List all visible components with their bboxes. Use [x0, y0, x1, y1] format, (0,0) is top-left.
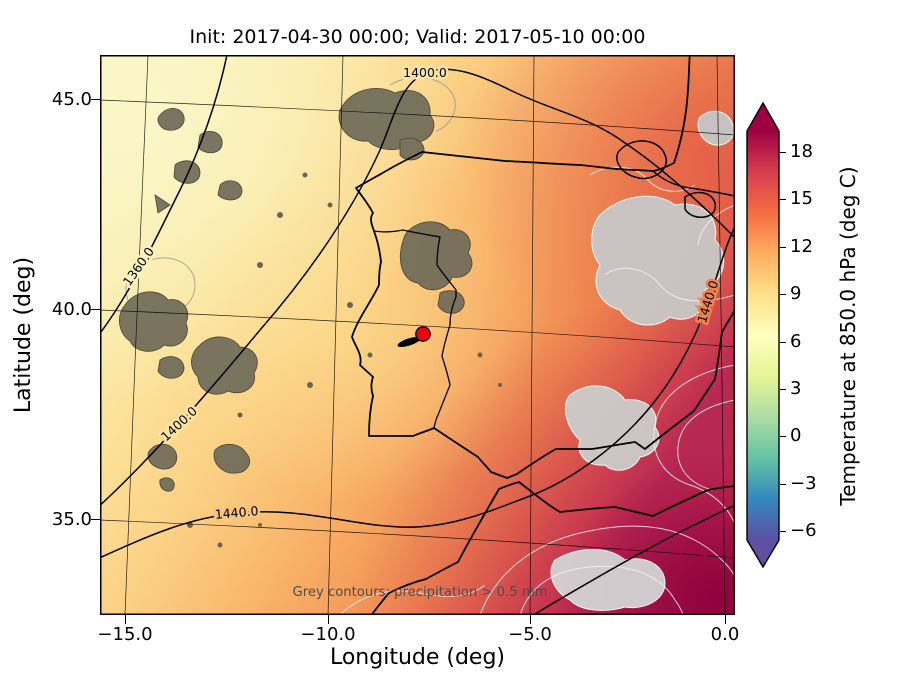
contour-label: 1400.0	[403, 65, 447, 80]
y-tick-label: 40.0	[51, 299, 92, 320]
x-axis-label: Longitude (deg)	[329, 645, 506, 670]
colorbar-tick-mark	[780, 484, 786, 486]
colorbar-tick-label: 15	[790, 188, 813, 209]
map-canvas: 1400.0 1360.0 1400.0 1440.0 1440.0 Grey …	[94, 49, 746, 621]
colorbar-tick-mark	[780, 152, 786, 154]
colorbar-tick-mark	[780, 294, 786, 296]
geopotential-contours	[94, 49, 746, 621]
x-tick-label: −5.0	[508, 624, 552, 645]
colorbar-tick-label: 12	[790, 236, 813, 257]
y-tick-label: 35.0	[51, 509, 92, 530]
colorbar-tick-mark	[780, 436, 786, 438]
colorbar-tick-mark	[780, 199, 786, 201]
colorbar-label: Temperature at 850.0 hPa (deg C)	[836, 166, 860, 506]
precipitation-shading-dark	[119, 88, 502, 548]
colorbar-tick-mark	[780, 531, 786, 533]
colorbar-tick-label: −6	[790, 520, 817, 541]
x-tick-mark	[725, 615, 727, 624]
x-tick-label: −15.0	[97, 624, 153, 645]
coastlines	[351, 49, 736, 621]
map-plot-area: 1400.0 1360.0 1400.0 1440.0 1440.0 Grey …	[94, 49, 746, 621]
y-tick-mark	[91, 519, 100, 521]
colorbar-canvas	[746, 102, 780, 569]
x-tick-label: 0.0	[710, 624, 740, 645]
x-tick-mark	[328, 615, 330, 624]
x-tick-label: −10.0	[300, 624, 356, 645]
x-tick-mark	[125, 615, 127, 624]
precipitation-contours	[125, 76, 736, 616]
plot-title: Init: 2017-04-30 00:00; Valid: 2017-05-1…	[189, 26, 646, 48]
colorbar	[746, 102, 780, 569]
plot-frame	[100, 55, 735, 615]
colorbar-tick-label: 0	[790, 425, 802, 446]
location-marker-group	[397, 326, 431, 347]
colorbar-tick-label: −3	[790, 473, 817, 494]
y-axis-label: Latitude (deg)	[11, 256, 36, 414]
x-tick-mark	[530, 615, 532, 624]
marker-streak	[397, 337, 421, 347]
colorbar-tick-label: 18	[790, 141, 813, 162]
precip-annotation: Grey contours: precipitation > 0.5 mm	[292, 585, 547, 600]
y-tick-label: 45.0	[51, 89, 92, 110]
colorbar-tick-mark	[780, 247, 786, 249]
location-marker	[415, 326, 431, 342]
y-tick-mark	[91, 309, 100, 311]
colorbar-tick-label: 9	[790, 283, 802, 304]
y-tick-mark	[91, 99, 100, 101]
colorbar-tick-mark	[780, 342, 786, 344]
colorbar-tick-mark	[780, 389, 786, 391]
country-borders	[373, 170, 736, 429]
colorbar-tick-label: 3	[790, 378, 802, 399]
contour-label: 1440.0	[214, 503, 259, 522]
colorbar-tick-label: 6	[790, 331, 802, 352]
